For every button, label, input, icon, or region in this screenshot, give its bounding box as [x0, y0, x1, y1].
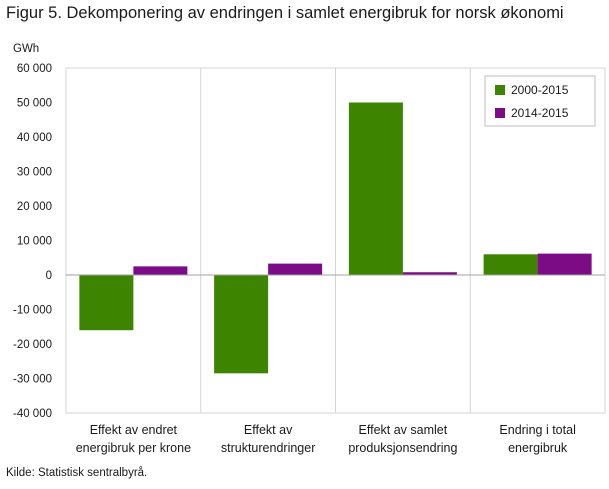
x-category-label: Endring i total — [499, 423, 575, 437]
y-tick-label: 0 — [46, 270, 52, 282]
y-tick-label: -30 000 — [13, 374, 52, 386]
y-tick-label: -20 000 — [13, 339, 52, 351]
y-axis-label: GWh — [13, 43, 39, 55]
bar-2014-2015-3 — [537, 253, 592, 275]
x-category-label: energibruk — [508, 441, 568, 455]
legend-swatch — [495, 85, 505, 95]
x-category-label: Effekt av samlet — [359, 423, 448, 437]
bar-2014-2015-2 — [402, 272, 457, 275]
x-category-label: energibruk per krone — [76, 441, 191, 455]
bar-2000-2015-2 — [348, 102, 403, 275]
bar-2000-2015-3 — [483, 254, 538, 275]
bar-2014-2015-0 — [133, 266, 188, 275]
y-tick-label: -10 000 — [13, 305, 52, 317]
bar-2000-2015-0 — [79, 275, 134, 331]
y-tick-label: 40 000 — [17, 132, 52, 144]
legend-swatch — [495, 108, 505, 118]
chart-title: Figur 5. Dekomponering av endringen i sa… — [6, 4, 564, 22]
x-category-label: Effekt av — [244, 423, 293, 437]
y-tick-label: 60 000 — [17, 63, 52, 75]
x-category-label: Effekt av endret — [90, 423, 178, 437]
source-note: Kilde: Statistisk sentralbyrå. — [6, 467, 148, 479]
x-category-label: strukturendringer — [221, 441, 316, 455]
y-tick-label: 20 000 — [17, 201, 52, 213]
bar-2000-2015-1 — [214, 275, 269, 374]
y-tick-label: 10 000 — [17, 236, 52, 248]
y-tick-label: 30 000 — [17, 167, 52, 179]
y-tick-label: 50 000 — [17, 98, 52, 110]
bar-2014-2015-1 — [268, 263, 323, 275]
x-category-label: produksjonsendring — [348, 441, 457, 455]
legend-label: 2000-2015 — [511, 83, 569, 97]
legend-label: 2014-2015 — [511, 106, 569, 120]
y-tick-label: -40 000 — [13, 408, 52, 420]
